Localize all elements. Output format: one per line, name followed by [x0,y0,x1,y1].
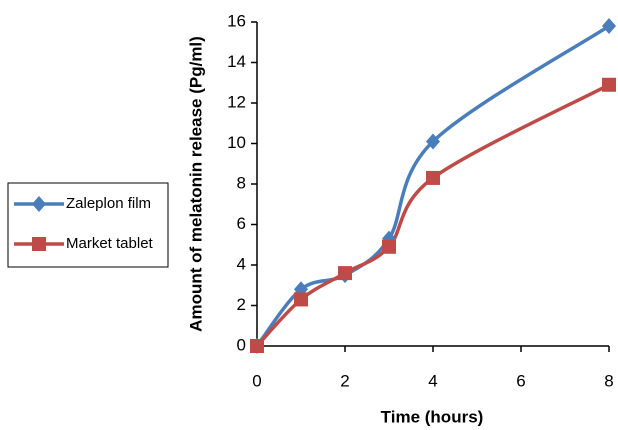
marker [426,133,440,150]
marker [294,292,308,307]
y-tick-label: 0 [237,335,246,354]
legend: Zaleplon film Market tablet [7,182,169,268]
y-axis-label: Amount of melatonin release (Pg/ml) [186,36,205,332]
series-line [255,83,610,348]
x-axis-label: Time (hours) [381,407,484,426]
x-tick-label: 8 [604,371,613,390]
marker [602,18,616,35]
y-tick-label: 4 [237,254,246,273]
legend-label: Zaleplon film [66,195,151,212]
legend-label: Market tablet [66,235,154,252]
y-tick-label: 10 [227,133,246,152]
series-line [255,24,610,348]
x-tick-label: 2 [340,371,349,390]
marker [250,339,264,353]
marker [382,239,396,254]
marker [32,196,46,212]
y-tick-label: 14 [227,52,246,71]
x-tick-label: 6 [516,371,525,390]
x-tick-label: 4 [428,371,437,390]
marker [602,77,616,92]
marker [426,170,440,185]
legend-box [7,182,169,268]
y-tick-label: 2 [237,295,246,314]
marker [32,237,46,251]
y-tick-label: 6 [237,214,246,233]
y-tick-label: 12 [227,92,246,111]
marker [338,266,352,281]
y-tick-label: 8 [237,173,246,192]
x-tick-label: 0 [252,371,261,390]
y-tick-label: 16 [227,11,246,30]
